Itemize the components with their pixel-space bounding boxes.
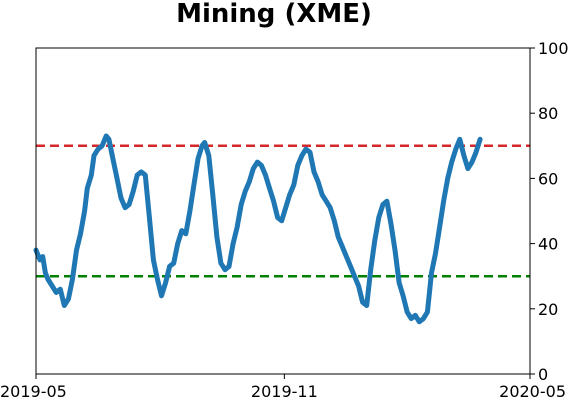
- y-tick-label: 20: [538, 300, 558, 319]
- x-tick-label: 2019-05: [0, 382, 67, 401]
- y-axis-right: 0 20 40 60 80 100: [530, 39, 569, 384]
- y-tick-label: 60: [538, 169, 558, 188]
- plot-frame: [35, 47, 531, 375]
- x-tick-label: 2019-11: [251, 382, 318, 401]
- y-tick-label: 40: [538, 235, 558, 254]
- series-layer: [33, 133, 483, 325]
- series-line: [33, 133, 483, 325]
- reference-lines: [36, 144, 530, 278]
- y-tick-label: 0: [538, 365, 548, 384]
- y-tick-label: 80: [538, 104, 558, 123]
- x-axis: 2019-05 2019-11 2020-05: [0, 374, 566, 401]
- x-tick-label: 2020-05: [499, 382, 566, 401]
- y-tick-label: 100: [538, 39, 569, 58]
- chart-title: Mining (XME): [176, 0, 372, 29]
